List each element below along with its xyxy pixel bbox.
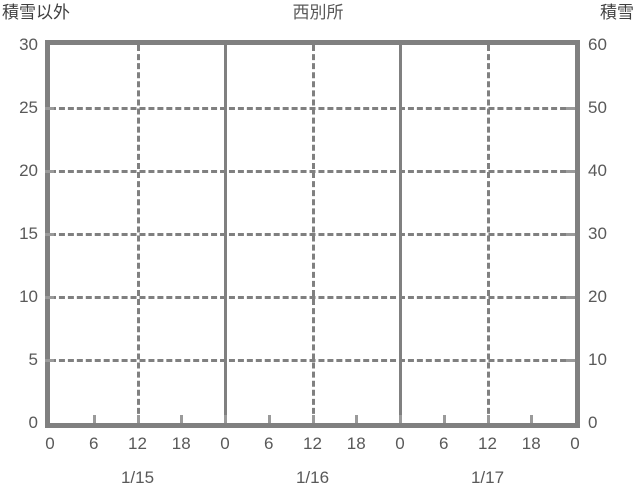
x-axis-tick-label: 6 (89, 434, 99, 453)
y-axis-right-tick-label: 0 (588, 413, 598, 432)
x-axis-day-label: 1/17 (470, 468, 505, 487)
left-axis-title: 積雪以外 (2, 3, 70, 22)
x-axis-tick (442, 415, 446, 423)
x-axis-tick-label: 12 (303, 434, 322, 453)
y-axis-left-tick (45, 296, 54, 299)
x-axis-tick (486, 415, 490, 423)
x-axis-tick-label: 12 (128, 434, 147, 453)
y-axis-left-tick (45, 359, 54, 362)
y-axis-left-tick-label: 5 (28, 350, 38, 369)
y-axis-right-tick-label: 20 (588, 287, 607, 306)
x-axis-tick-label: 0 (570, 434, 580, 453)
chart-title: 西別所 (292, 3, 344, 22)
x-axis-tick-label: 12 (478, 434, 497, 453)
x-axis-tick (267, 415, 271, 423)
x-axis-tick (355, 415, 359, 423)
y-axis-right-tick (566, 233, 575, 236)
y-axis-right-tick (566, 107, 575, 110)
plot-area (45, 40, 580, 428)
y-axis-left-tick (45, 233, 54, 236)
vertical-gridline-minor (311, 45, 315, 423)
x-axis-tick (180, 415, 184, 423)
x-axis-day-label: 1/15 (120, 468, 155, 487)
x-axis-tick (92, 415, 96, 423)
x-axis-tick (399, 415, 402, 423)
vertical-gridline-minor (486, 45, 490, 423)
right-axis-title: 積雪 (600, 3, 634, 22)
y-axis-left-tick-label: 20 (19, 161, 38, 180)
y-axis-left-tick-label: 15 (19, 224, 38, 243)
y-axis-left-tick-label: 0 (28, 413, 38, 432)
x-axis-tick (136, 415, 140, 423)
x-axis-day-label: 1/16 (295, 468, 330, 487)
y-axis-right-tick (566, 359, 575, 362)
y-axis-left-tick (45, 107, 54, 110)
x-axis-tick-label: 6 (439, 434, 449, 453)
x-axis-tick-label: 18 (521, 434, 541, 453)
vertical-gridline-major (224, 45, 227, 423)
y-axis-left-tick-label: 10 (19, 287, 38, 306)
y-axis-left-tick (45, 170, 54, 173)
vertical-gridline-major (399, 45, 402, 423)
x-axis-tick (530, 415, 534, 423)
y-axis-left-tick-label: 30 (19, 35, 38, 54)
plot-gridlines (50, 45, 575, 423)
y-axis-right-tick-label: 40 (588, 161, 607, 180)
y-axis-right-tick (566, 296, 575, 299)
x-axis-tick (311, 415, 315, 423)
x-axis-tick-label: 6 (264, 434, 274, 453)
y-axis-right-tick-label: 30 (588, 224, 607, 243)
x-axis-tick-label: 18 (171, 434, 191, 453)
y-axis-left-tick-label: 25 (19, 98, 38, 117)
x-axis-tick-label: 0 (395, 434, 405, 453)
y-axis-right-tick-label: 10 (588, 350, 607, 369)
x-axis-tick-label: 0 (45, 434, 55, 453)
y-axis-right-tick-label: 60 (588, 35, 607, 54)
x-axis-tick-label: 0 (220, 434, 230, 453)
y-axis-right-tick-label: 50 (588, 98, 607, 117)
vertical-gridline-minor (136, 45, 140, 423)
x-axis-tick (224, 415, 227, 423)
y-axis-right-tick (566, 170, 575, 173)
x-axis-tick-label: 18 (346, 434, 366, 453)
